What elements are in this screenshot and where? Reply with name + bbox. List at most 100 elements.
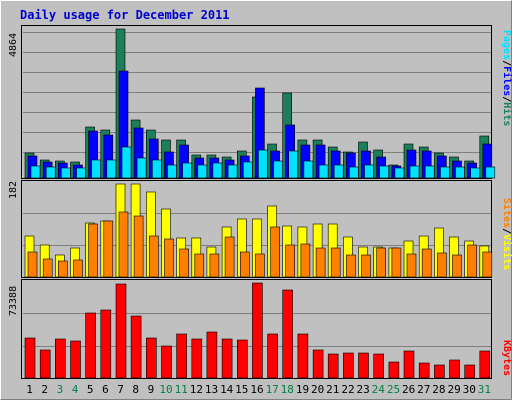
bar-sites-day-2	[42, 258, 53, 278]
day-label-2: 2	[41, 383, 48, 396]
bar-kbytes-day-24	[373, 353, 385, 379]
bar-sites-day-13	[209, 253, 220, 278]
day-label-6: 6	[102, 383, 109, 396]
day-label-15: 15	[235, 383, 248, 396]
day-label-16: 16	[250, 383, 263, 396]
day-label-17: 17	[266, 383, 279, 396]
bar-pages-day-8	[136, 157, 147, 179]
bar-sites-day-5	[88, 223, 98, 278]
bar-kbytes-day-14	[221, 338, 233, 379]
bars-sites-visits	[23, 183, 493, 278]
bar-sites-day-20	[315, 247, 326, 278]
bar-kbytes-day-20	[312, 349, 324, 379]
bar-kbytes-day-8	[130, 315, 142, 379]
panel-pages-files-hits: 4864 Pages/Files/Hits	[8, 25, 512, 179]
day-label-23: 23	[356, 383, 369, 396]
day-label-7: 7	[117, 383, 124, 396]
bar-kbytes-day-28	[434, 364, 445, 379]
bar-pages-day-26	[409, 165, 420, 179]
day-label-26: 26	[402, 383, 415, 396]
bar-kbytes-day-31	[479, 350, 491, 379]
bar-sites-day-27	[421, 248, 432, 278]
bar-pages-day-6	[106, 159, 117, 179]
legend-kbytes: KBytes	[501, 340, 512, 376]
bar-sites-day-3	[57, 260, 68, 278]
bar-sites-day-21	[330, 247, 341, 278]
bar-pages-day-24	[379, 165, 390, 179]
day-label-3: 3	[57, 383, 64, 396]
bar-kbytes-day-29	[449, 359, 460, 379]
bar-kbytes-day-1	[24, 337, 36, 379]
bar-kbytes-day-11	[176, 333, 187, 379]
day-label-19: 19	[296, 383, 309, 396]
day-label-18: 18	[281, 383, 294, 396]
legend-visits: Visits	[501, 234, 512, 270]
legend-kbytes: KBytes	[501, 340, 512, 376]
bar-sites-day-6	[103, 220, 114, 278]
bar-kbytes-day-17	[267, 333, 278, 379]
y-max-label: 182	[8, 181, 19, 199]
bar-sites-day-26	[406, 253, 417, 278]
bar-pages-day-2	[45, 166, 56, 179]
bar-pages-day-18	[288, 150, 299, 179]
bar-kbytes-day-18	[282, 289, 294, 379]
legend-text: Sites/Visits	[501, 198, 512, 270]
legend-text: Pages/Files/Hits	[501, 30, 512, 126]
bar-kbytes-day-21	[327, 353, 339, 379]
bar-pages-day-1	[30, 165, 41, 179]
chart-title: Daily usage for December 2011	[20, 8, 230, 22]
bar-pages-day-22	[349, 166, 359, 179]
panel-kbytes: 73388 KBytes	[8, 279, 512, 379]
day-label-25: 25	[387, 383, 400, 396]
bar-kbytes-day-30	[464, 364, 476, 379]
bar-kbytes-day-9	[146, 337, 157, 379]
bar-sites-day-24	[376, 247, 387, 278]
bar-pages-day-19	[303, 160, 314, 179]
legend-separator: /	[501, 96, 512, 102]
bar-sites-day-1	[27, 251, 38, 278]
bar-sites-day-16	[255, 253, 265, 278]
bar-sites-day-8	[133, 215, 144, 278]
legend-separator: /	[501, 60, 512, 66]
bar-pages-day-7	[121, 146, 132, 179]
y-max-label: 4864	[8, 33, 19, 57]
legend-sites-visits: Sites/Visits	[501, 198, 512, 270]
bar-kbytes-day-3	[54, 338, 66, 379]
y-max-label: 73388	[8, 286, 19, 316]
bar-pages-day-23	[364, 164, 374, 179]
bar-pages-day-27	[424, 165, 435, 179]
bar-pages-day-21	[333, 164, 344, 179]
bar-pages-day-28	[440, 166, 450, 179]
day-label-30: 30	[463, 383, 476, 396]
bars-pages-files-hits	[23, 28, 496, 179]
legend-pages: Pages	[501, 30, 512, 60]
bar-pages-day-15	[243, 161, 253, 179]
day-label-9: 9	[148, 383, 155, 396]
bar-kbytes-day-19	[297, 333, 309, 379]
day-label-11: 11	[175, 383, 188, 396]
day-label-27: 27	[417, 383, 430, 396]
bar-kbytes-day-22	[343, 352, 354, 379]
bar-pages-day-25	[394, 167, 405, 179]
bar-sites-day-22	[346, 254, 356, 278]
bar-pages-day-17	[273, 160, 283, 179]
bar-kbytes-day-27	[418, 362, 430, 379]
bar-sites-day-25	[391, 247, 402, 278]
bar-pages-day-3	[60, 167, 71, 179]
bar-sites-day-11	[179, 248, 189, 278]
bar-sites-day-28	[437, 252, 447, 278]
bar-kbytes-day-12	[191, 338, 203, 379]
day-label-28: 28	[432, 383, 445, 396]
bar-pages-day-29	[455, 166, 465, 179]
day-label-12: 12	[190, 383, 203, 396]
day-label-10: 10	[159, 383, 172, 396]
bar-sites-day-19	[300, 243, 311, 278]
bar-kbytes-day-4	[70, 340, 81, 379]
legend-separator: /	[501, 228, 512, 234]
bar-sites-day-10	[164, 238, 174, 278]
bar-kbytes-day-25	[388, 361, 400, 379]
bar-kbytes-day-23	[358, 352, 369, 379]
bar-pages-day-9	[152, 159, 162, 179]
legend-hits: Hits	[501, 102, 512, 126]
legend-text: KBytes	[501, 340, 512, 376]
